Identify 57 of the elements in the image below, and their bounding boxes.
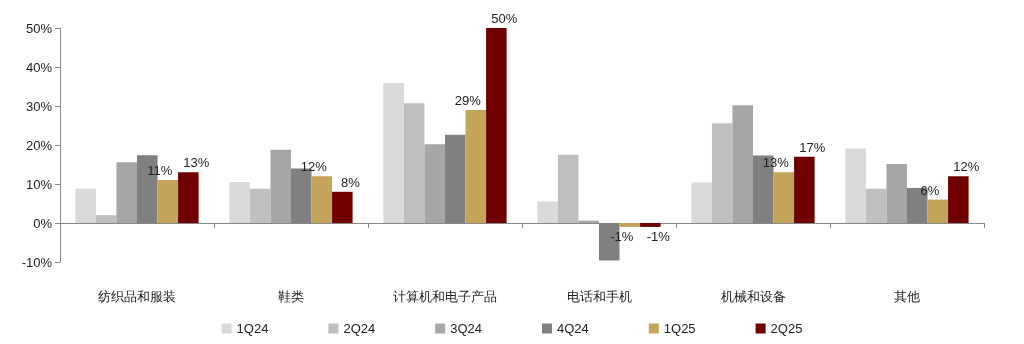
bar <box>270 149 291 223</box>
legend-label: 2Q24 <box>343 321 376 336</box>
bar <box>424 144 445 223</box>
bar <box>640 223 661 227</box>
x-tick-label: 其他 <box>894 289 920 304</box>
x-tick-label: 纺织品和服装 <box>98 289 176 304</box>
legend-label: 1Q24 <box>236 321 269 336</box>
bar <box>845 148 866 223</box>
x-tick-label: 电话和手机 <box>566 289 632 304</box>
bar <box>794 156 815 223</box>
data-label: 29% <box>454 92 482 108</box>
y-tick-label: 20% <box>25 137 53 153</box>
bar <box>95 215 117 223</box>
bar <box>486 28 507 223</box>
bar <box>465 109 487 223</box>
bar <box>75 188 96 223</box>
bar <box>157 180 179 223</box>
y-tick-label: -10% <box>21 254 53 270</box>
data-label: 6% <box>920 182 940 198</box>
x-tick-label: 鞋类 <box>278 289 304 304</box>
bar <box>332 191 353 223</box>
data-label: -1% <box>646 228 671 244</box>
bar <box>403 103 425 223</box>
legend-label: 2Q25 <box>770 321 803 336</box>
y-tick-label: 40% <box>25 59 53 75</box>
y-tick-label: 50% <box>25 20 53 36</box>
bar <box>116 162 137 223</box>
bar <box>732 105 753 223</box>
data-label: 50% <box>491 11 518 26</box>
bar <box>383 82 404 223</box>
bar <box>691 182 712 223</box>
data-label: 12% <box>300 159 328 175</box>
y-tick-label: 30% <box>25 98 53 114</box>
y-tick-label: 10% <box>25 176 53 192</box>
y-tick-label: 0% <box>33 215 53 231</box>
bar <box>773 172 795 223</box>
data-label: 17% <box>799 139 826 155</box>
data-label: 12% <box>953 159 980 175</box>
legend-label: 1Q25 <box>663 321 696 336</box>
bar <box>948 176 969 223</box>
bar <box>311 176 333 223</box>
bar <box>537 201 558 223</box>
legend-label: 3Q24 <box>450 321 483 336</box>
bar <box>711 123 733 223</box>
bar <box>178 172 199 223</box>
data-label: 8% <box>340 174 361 190</box>
bar <box>557 154 579 223</box>
legend-label: 4Q24 <box>557 321 589 336</box>
bar <box>865 188 887 223</box>
bar <box>229 182 250 223</box>
data-label: 13% <box>183 155 210 171</box>
bar <box>619 223 641 227</box>
bar <box>886 164 907 223</box>
bar <box>249 188 271 223</box>
bar <box>927 199 949 223</box>
x-tick-label: 计算机和电子产品 <box>393 289 497 304</box>
x-tick-label: 机械和设备 <box>720 289 786 304</box>
